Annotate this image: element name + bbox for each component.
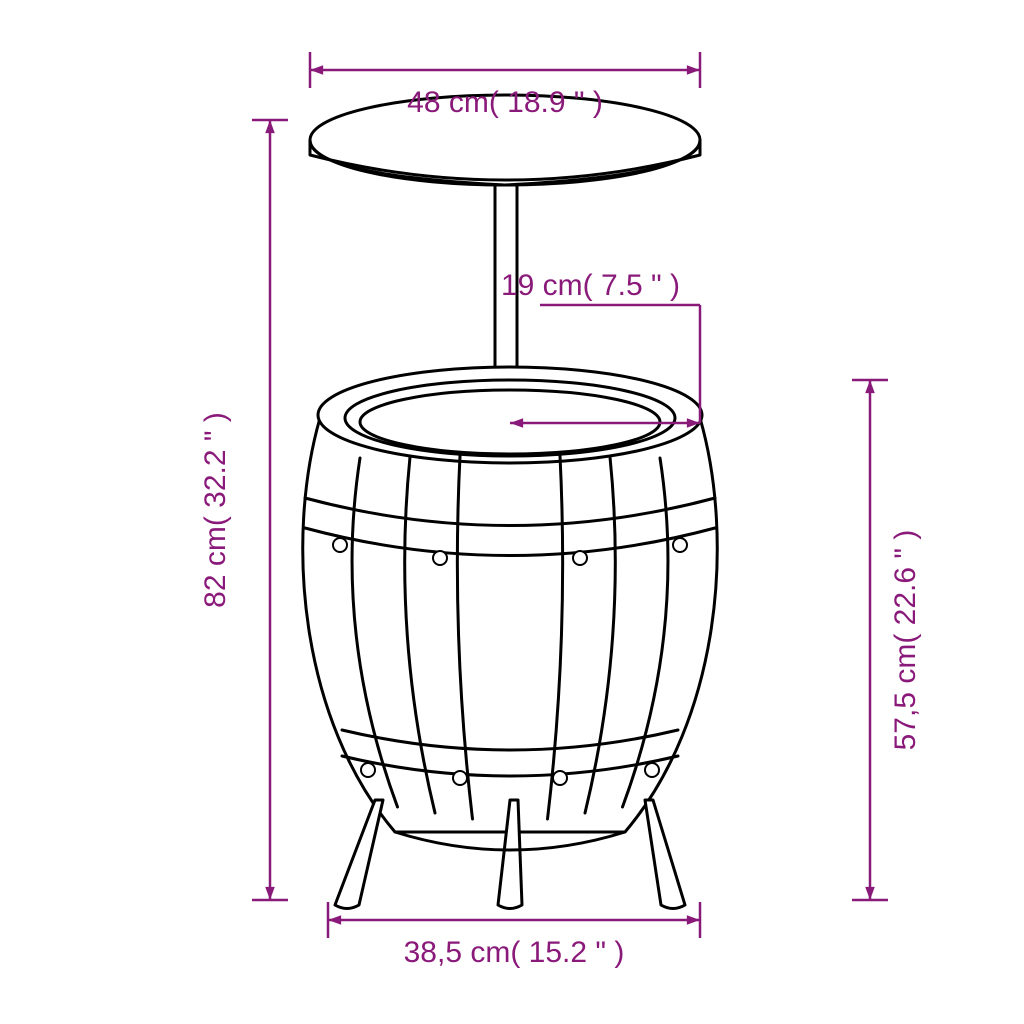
- rivet: [453, 771, 467, 785]
- leg: [645, 800, 685, 909]
- arrowhead: [865, 380, 875, 393]
- dim-value: 38,5 cm( 15.2 " ): [404, 936, 625, 969]
- arrowhead: [265, 887, 275, 900]
- rivet: [573, 551, 587, 565]
- rivet: [361, 763, 375, 777]
- dim-value: 19 cm( 7.5 " ): [501, 269, 680, 302]
- arrowhead: [865, 887, 875, 900]
- dim-value: 82 cm( 32.2 " ): [199, 412, 232, 608]
- leg: [335, 800, 383, 909]
- arrowhead: [310, 65, 323, 75]
- rivet: [645, 763, 659, 777]
- arrowhead: [687, 915, 700, 925]
- dimension-label: 57,5 cm( 22.6 " ): [889, 530, 922, 751]
- dimension-label: 82 cm( 32.2 " ): [199, 412, 232, 608]
- rivet: [433, 551, 447, 565]
- rivet: [673, 538, 687, 552]
- dimension-label: 48 cm( 18.9 " ): [407, 86, 603, 119]
- arrowhead: [265, 120, 275, 133]
- dimension-label: 19 cm( 7.5 " ): [501, 269, 680, 302]
- rivet: [333, 538, 347, 552]
- dim-value: 57,5 cm( 22.6 " ): [889, 530, 922, 751]
- product-drawing: [303, 95, 718, 909]
- arrowhead: [687, 65, 700, 75]
- dimension-label: 38,5 cm( 15.2 " ): [404, 936, 625, 969]
- arrowhead: [328, 915, 341, 925]
- dim-value: 48 cm( 18.9 " ): [407, 86, 603, 119]
- rivet: [553, 771, 567, 785]
